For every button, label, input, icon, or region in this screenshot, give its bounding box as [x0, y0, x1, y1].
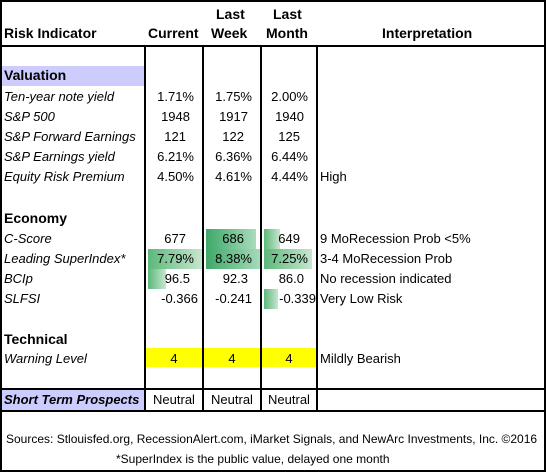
grid-line-prospects [0, 388, 546, 390]
row-label: Warning Level [4, 351, 87, 366]
databar-cscore-week [206, 229, 256, 249]
header-current: Current [148, 25, 199, 41]
value-month: -0.339 [279, 291, 316, 306]
value-week: 6.36% [215, 149, 252, 164]
value-month: 4 [285, 351, 293, 366]
value-current: 4.50% [157, 169, 194, 184]
databar-slfsi-month [264, 289, 278, 309]
row-label: Leading SuperIndex* [4, 251, 126, 266]
grid-line-left [0, 0, 2, 412]
prospects-week: Neutral [211, 392, 253, 407]
grid-line-right [544, 0, 546, 412]
interpretation-text: 9 MoRecession Prob <5% [320, 231, 471, 246]
value-month: 2.00% [271, 89, 308, 104]
header-interpretation: Interpretation [382, 25, 473, 41]
row-label: Equity Risk Premium [4, 169, 125, 184]
prospects-current: Neutral [153, 392, 195, 407]
row-label: Ten-year note yield [4, 89, 115, 104]
section-title-economy: Economy [4, 210, 68, 226]
value-week: 4.61% [215, 169, 252, 184]
interpretation-text: High [320, 169, 347, 184]
value-month: 4.44% [271, 169, 308, 184]
databar-cscore-month [264, 229, 280, 249]
value-month: 1940 [275, 109, 304, 124]
value-week: -0.241 [215, 291, 252, 306]
row-label: C-Score [4, 231, 52, 246]
value-month: 6.44% [271, 149, 308, 164]
value-current: 4 [170, 351, 178, 366]
section-title-valuation: Valuation [4, 67, 67, 83]
section-title-technical: Technical [4, 331, 68, 347]
warning-fill-month [262, 348, 316, 367]
interpretation-text: Very Low Risk [320, 291, 403, 306]
footer-frame [0, 412, 546, 472]
databar-lsi-week [206, 249, 262, 269]
row-label: S&P 500 [4, 109, 55, 124]
interpretation-text: No recession indicated [320, 271, 452, 286]
prospects-section-fill [2, 390, 144, 410]
databar-bcip-current [148, 269, 166, 289]
value-current: 1.71% [157, 89, 194, 104]
value-week: 92.3 [222, 271, 248, 286]
value-week: 122 [222, 129, 244, 144]
row-label: S&P Forward Earnings [4, 129, 136, 144]
footer-note: *SuperIndex is the public value, delayed… [116, 452, 390, 466]
value-current: 1948 [161, 109, 190, 124]
row-label: S&P Earnings yield [4, 149, 115, 164]
grid-line-interp [316, 46, 318, 412]
grid-line-current [144, 46, 146, 412]
grid-line-top [0, 0, 546, 2]
value-week: 1917 [219, 109, 248, 124]
grid-line-bottom [0, 410, 546, 412]
value-current: -0.366 [161, 291, 198, 306]
header-last-month-1: Last [273, 6, 302, 22]
header-last-month-2: Month [266, 25, 308, 41]
value-month: 649 [278, 231, 300, 246]
value-month: 86.0 [278, 271, 304, 286]
value-month: 7.25% [271, 251, 308, 266]
value-current: 96.5 [164, 271, 190, 286]
grid-line-week [202, 46, 204, 412]
interpretation-text: Mildly Bearish [320, 351, 401, 366]
value-current: 7.79% [157, 251, 194, 266]
header-risk-indicator: Risk Indicator [4, 25, 97, 41]
header-last-week-2: Week [211, 25, 248, 41]
value-current: 6.21% [157, 149, 194, 164]
prospects-label: Short Term Prospects [4, 392, 140, 407]
value-week: 1.75% [215, 89, 252, 104]
value-month: 125 [278, 129, 300, 144]
value-week: 686 [222, 231, 244, 246]
grid-line-header [0, 45, 546, 47]
value-current: 121 [164, 129, 186, 144]
value-week: 8.38% [215, 251, 252, 266]
valuation-section-fill [2, 66, 144, 86]
prospects-month: Neutral [268, 392, 310, 407]
warning-fill-current [146, 348, 202, 367]
value-week: 4 [228, 351, 236, 366]
databar-lsi-current [148, 249, 202, 269]
interpretation-text: 3-4 MoRecession Prob [320, 251, 453, 266]
databar-lsi-month [264, 249, 312, 269]
grid-line-month [260, 46, 262, 412]
value-current: 677 [164, 231, 186, 246]
warning-fill-week [204, 348, 260, 367]
header-last-week-1: Last [216, 6, 245, 22]
row-label: BCIp [4, 271, 33, 286]
footer-sources: Sources: Stlouisfed.org, RecessionAlert.… [6, 432, 538, 446]
row-label: SLFSI [4, 291, 41, 306]
